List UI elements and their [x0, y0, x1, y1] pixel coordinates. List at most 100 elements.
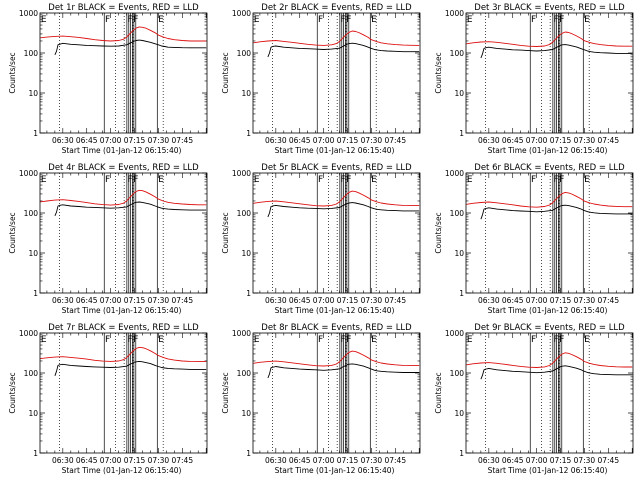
detector-panel-4: Det 4r BLACK = Events, RED = LLD 1 10 100 10… [0, 160, 213, 320]
x-tick-label: 07:30 [148, 456, 170, 465]
panel-title: Det 7r BLACK = Events, RED = LLD [48, 323, 199, 333]
flag-label: F [346, 15, 351, 25]
y-tick-label: 100 [237, 209, 252, 218]
flag-label: E [371, 335, 377, 345]
events-series-line [54, 39, 207, 55]
y-tick-label: 100 [24, 369, 39, 378]
x-tick-label: 07:00 [526, 136, 548, 145]
y-tick-label: 10 [28, 89, 38, 98]
x-tick-label: 06:30 [265, 456, 287, 465]
plot-frame [39, 332, 208, 454]
x-tick-label: 06:45 [76, 136, 98, 145]
panel-title: Det 2r BLACK = Events, RED = LLD [261, 3, 412, 13]
y-tick-label: 1000 [445, 169, 464, 178]
flag-label: E [254, 15, 260, 25]
x-tick-label: 07:15 [337, 296, 359, 305]
y-tick-label: 100 [24, 209, 39, 218]
events-series-line [480, 204, 633, 220]
x-axis-label: Start Time (01-Jan-12 06:15:40) [62, 466, 182, 475]
lld-series-line [466, 191, 633, 208]
x-tick-label: 07:00 [100, 136, 122, 145]
panel-title: Det 1r BLACK = Events, RED = LLD [48, 3, 199, 13]
flag-label: F [318, 335, 323, 345]
panel-chart: Det 7r BLACK = Events, RED = LLD 1 10 100 10… [8, 323, 208, 475]
x-tick-label: 07:45 [597, 136, 619, 145]
plot-frame [252, 332, 421, 454]
flag-label: E [584, 175, 590, 185]
y-tick-label: 1 [246, 449, 251, 458]
x-tick-label: 06:45 [76, 456, 98, 465]
y-tick-label: 100 [237, 49, 252, 58]
panel-chart: Det 8r BLACK = Events, RED = LLD 1 10 100 10… [221, 323, 421, 475]
x-tick-label: 07:00 [313, 456, 335, 465]
flag-label: F [559, 335, 564, 345]
x-tick-label: 06:45 [76, 296, 98, 305]
y-axis-label: Counts/sec [8, 52, 17, 93]
x-tick-label: 06:30 [52, 136, 74, 145]
flag-label: E [467, 15, 473, 25]
x-axis-label: Start Time (01-Jan-12 06:15:40) [275, 306, 395, 315]
lld-series-line [466, 31, 633, 47]
y-tick-label: 1 [33, 129, 38, 138]
y-axis-label: Counts/sec [221, 212, 230, 253]
x-tick-label: 06:30 [265, 136, 287, 145]
x-tick-label: 06:30 [52, 456, 74, 465]
y-tick-label: 10 [28, 249, 38, 258]
panel-chart: Det 4r BLACK = Events, RED = LLD 1 10 100 10… [8, 163, 208, 315]
x-tick-label: 06:30 [265, 296, 287, 305]
x-tick-label: 07:30 [148, 136, 170, 145]
detector-panel-5: Det 5r BLACK = Events, RED = LLD 1 10 100 10… [213, 160, 426, 320]
flag-label: E [254, 175, 260, 185]
events-series-line [267, 363, 420, 379]
flag-label: E [371, 15, 377, 25]
x-tick-label: 07:15 [337, 136, 359, 145]
plot-frame [39, 12, 208, 134]
y-tick-label: 1 [246, 289, 251, 298]
x-tick-label: 07:15 [337, 456, 359, 465]
y-axis-label: Counts/sec [221, 372, 230, 413]
x-tick-label: 06:30 [478, 136, 500, 145]
y-axis-label: Counts/sec [434, 372, 443, 413]
lld-series-line [40, 26, 207, 42]
flag-label: F [133, 15, 138, 25]
y-tick-label: 10 [241, 89, 251, 98]
events-series-line [267, 202, 420, 218]
x-axis-label: Start Time (01-Jan-12 06:15:40) [488, 466, 608, 475]
flag-label: F [346, 175, 351, 185]
plot-frame [465, 12, 634, 134]
panel-title: Det 3r BLACK = Events, RED = LLD [474, 3, 625, 13]
flag-label: E [41, 15, 47, 25]
panel-chart: Det 3r BLACK = Events, RED = LLD 1 10 100 10… [434, 3, 634, 155]
y-tick-label: 1000 [232, 9, 251, 18]
lld-series-line [253, 350, 420, 367]
y-tick-label: 10 [454, 249, 464, 258]
y-axis-label: Counts/sec [8, 372, 17, 413]
x-tick-label: 06:45 [502, 456, 524, 465]
events-series-line [267, 42, 420, 58]
flag-label: F [340, 335, 345, 345]
x-tick-label: 07:45 [597, 456, 619, 465]
flag-label: E [584, 15, 590, 25]
x-tick-label: 07:15 [550, 136, 572, 145]
x-tick-label: 07:00 [526, 456, 548, 465]
y-tick-label: 10 [454, 409, 464, 418]
flag-label: F [133, 335, 138, 345]
x-tick-label: 06:45 [289, 296, 311, 305]
y-tick-label: 1 [459, 129, 464, 138]
x-tick-label: 07:30 [361, 136, 383, 145]
x-axis-label: Start Time (01-Jan-12 06:15:40) [62, 306, 182, 315]
flag-label: F [340, 175, 345, 185]
x-tick-label: 07:30 [361, 296, 383, 305]
flag-label: F [133, 175, 138, 185]
plot-frame [252, 12, 421, 134]
panel-title: Det 6r BLACK = Events, RED = LLD [474, 163, 625, 173]
panel-title: Det 8r BLACK = Events, RED = LLD [261, 323, 412, 333]
y-tick-label: 10 [454, 89, 464, 98]
events-series-line [54, 201, 207, 216]
y-tick-label: 100 [237, 369, 252, 378]
x-tick-label: 06:45 [289, 456, 311, 465]
y-tick-label: 1 [33, 449, 38, 458]
x-axis-label: Start Time (01-Jan-12 06:15:40) [488, 306, 608, 315]
y-tick-label: 100 [450, 49, 465, 58]
